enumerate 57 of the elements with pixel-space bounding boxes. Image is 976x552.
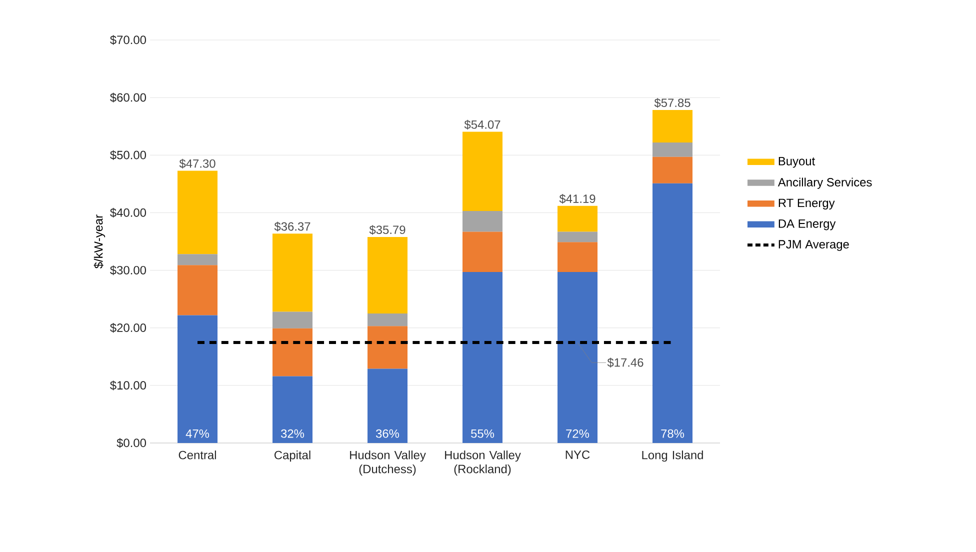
total-label: $35.79 bbox=[369, 225, 406, 235]
y-tick-label: $40.00 bbox=[110, 208, 146, 218]
bar bbox=[272, 234, 313, 312]
x-tick-label: Central bbox=[178, 450, 216, 460]
y-tick-label: $10.00 bbox=[110, 380, 146, 390]
legend-label: DA Energy bbox=[778, 220, 836, 230]
annotation: 36% bbox=[376, 429, 400, 438]
bar bbox=[558, 206, 598, 232]
bar bbox=[272, 328, 313, 376]
bar bbox=[652, 142, 693, 157]
y-tick-label: $50.00 bbox=[110, 150, 146, 160]
bar bbox=[368, 326, 408, 369]
bar bbox=[368, 236, 408, 314]
y-axis-title: $/kW-year bbox=[94, 214, 106, 268]
annotation: 78% bbox=[661, 429, 684, 438]
x-tick-label: Capital bbox=[274, 450, 310, 462]
legend-label: Buyout bbox=[778, 157, 816, 168]
bar bbox=[178, 265, 218, 316]
bar bbox=[368, 313, 408, 326]
bar bbox=[558, 242, 598, 272]
bar bbox=[652, 110, 693, 142]
total-label: $41.19 bbox=[559, 194, 596, 204]
y-tick-label: $0.00 bbox=[116, 438, 146, 448]
bar bbox=[558, 272, 598, 443]
x-tick-label: Hudson Valley (Dutchess) bbox=[350, 450, 426, 476]
legend-label: RT Energy bbox=[778, 198, 835, 210]
y-tick-label: $30.00 bbox=[110, 265, 146, 276]
bar bbox=[178, 315, 218, 443]
bar bbox=[652, 183, 693, 443]
total-label: $57.85 bbox=[654, 98, 690, 108]
bar bbox=[558, 232, 598, 242]
bar bbox=[652, 156, 693, 184]
annotation: $17.46 bbox=[607, 358, 644, 368]
y-tick-label: $20.00 bbox=[110, 323, 146, 333]
bar bbox=[178, 254, 218, 266]
y-tick-label: $60.00 bbox=[110, 92, 146, 102]
bar bbox=[178, 170, 218, 254]
bar bbox=[462, 210, 503, 232]
y-tick-label: $70.00 bbox=[110, 35, 146, 45]
x-tick-label: Long Island bbox=[642, 450, 703, 462]
bar bbox=[462, 272, 503, 443]
bar bbox=[462, 132, 503, 211]
annotation: 72% bbox=[566, 429, 590, 438]
annotation: 47% bbox=[186, 429, 210, 438]
bar bbox=[462, 232, 503, 272]
x-tick-label: Hudson Valley (Rockland) bbox=[445, 450, 521, 476]
annotation: 55% bbox=[471, 429, 494, 438]
x-tick-label: NYC bbox=[566, 450, 590, 459]
bar bbox=[272, 376, 313, 443]
bar bbox=[272, 312, 313, 328]
bar bbox=[368, 368, 408, 443]
legend-label: PJM Average bbox=[778, 240, 849, 251]
total-label: $47.30 bbox=[179, 158, 216, 168]
legend-label: Ancillary Services bbox=[778, 178, 872, 189]
annotation: 32% bbox=[280, 429, 304, 438]
total-label: $54.07 bbox=[464, 120, 500, 130]
total-label: $36.37 bbox=[274, 222, 310, 232]
